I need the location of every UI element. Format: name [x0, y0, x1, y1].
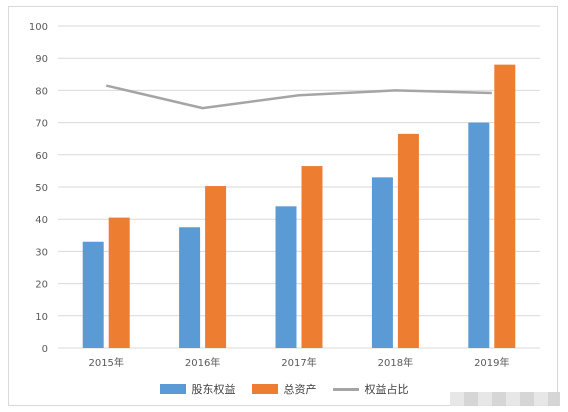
- x-tick-label: 2019年: [474, 356, 509, 369]
- legend-label-assets: 总资产: [283, 383, 317, 396]
- x-tick-label: 2017年: [281, 356, 316, 369]
- bar-assets: [108, 217, 130, 348]
- bar-assets: [301, 166, 323, 348]
- bars: [82, 64, 516, 348]
- y-tick-label: 80: [35, 86, 48, 97]
- legend-swatch-equity: [159, 384, 186, 394]
- y-tick-label: 20: [35, 280, 48, 291]
- legend-label-ratio: 权益占比: [364, 383, 409, 396]
- legend-swatch-assets: [251, 384, 278, 394]
- y-tick-label: 40: [35, 215, 48, 226]
- legend-swatch-ratio: [332, 387, 359, 391]
- y-axis-ticks: 0 10 20 30 40 50 60 70 80 90 100: [29, 22, 48, 355]
- bar-equity: [82, 241, 104, 348]
- bar-assets: [494, 64, 516, 348]
- legend: 股东权益 总资产 权益占比: [0, 381, 568, 397]
- bar-equity: [275, 206, 297, 348]
- y-tick-label: 0: [42, 344, 48, 355]
- gridlines: [58, 25, 540, 349]
- bar-equity: [468, 122, 490, 348]
- legend-item-equity: 股东权益: [159, 381, 236, 397]
- watermark: [450, 392, 560, 406]
- legend-item-assets: 总资产: [251, 381, 317, 397]
- ratio-line: [105, 84, 492, 110]
- legend-item-ratio: 权益占比: [332, 381, 409, 397]
- y-tick-label: 30: [35, 247, 48, 258]
- x-tick-label: 2018年: [378, 356, 413, 369]
- x-tick-label: 2016年: [185, 356, 220, 369]
- bar-assets: [397, 133, 419, 348]
- bar-equity: [179, 227, 201, 348]
- line-ratio: [105, 84, 492, 110]
- y-tick-label: 70: [35, 119, 48, 130]
- y-tick-label: 90: [35, 54, 48, 65]
- y-tick-label: 60: [35, 151, 48, 162]
- y-tick-label: 50: [35, 183, 48, 194]
- y-tick-label: 100: [29, 22, 48, 33]
- x-tick-label: 2015年: [88, 356, 123, 369]
- legend-label-equity: 股东权益: [191, 383, 236, 396]
- x-axis-ticks: 2015年 2016年 2017年 2018年 2019年: [88, 356, 509, 369]
- y-tick-label: 10: [35, 312, 48, 323]
- bar-assets: [205, 186, 227, 348]
- bar-equity: [371, 177, 393, 348]
